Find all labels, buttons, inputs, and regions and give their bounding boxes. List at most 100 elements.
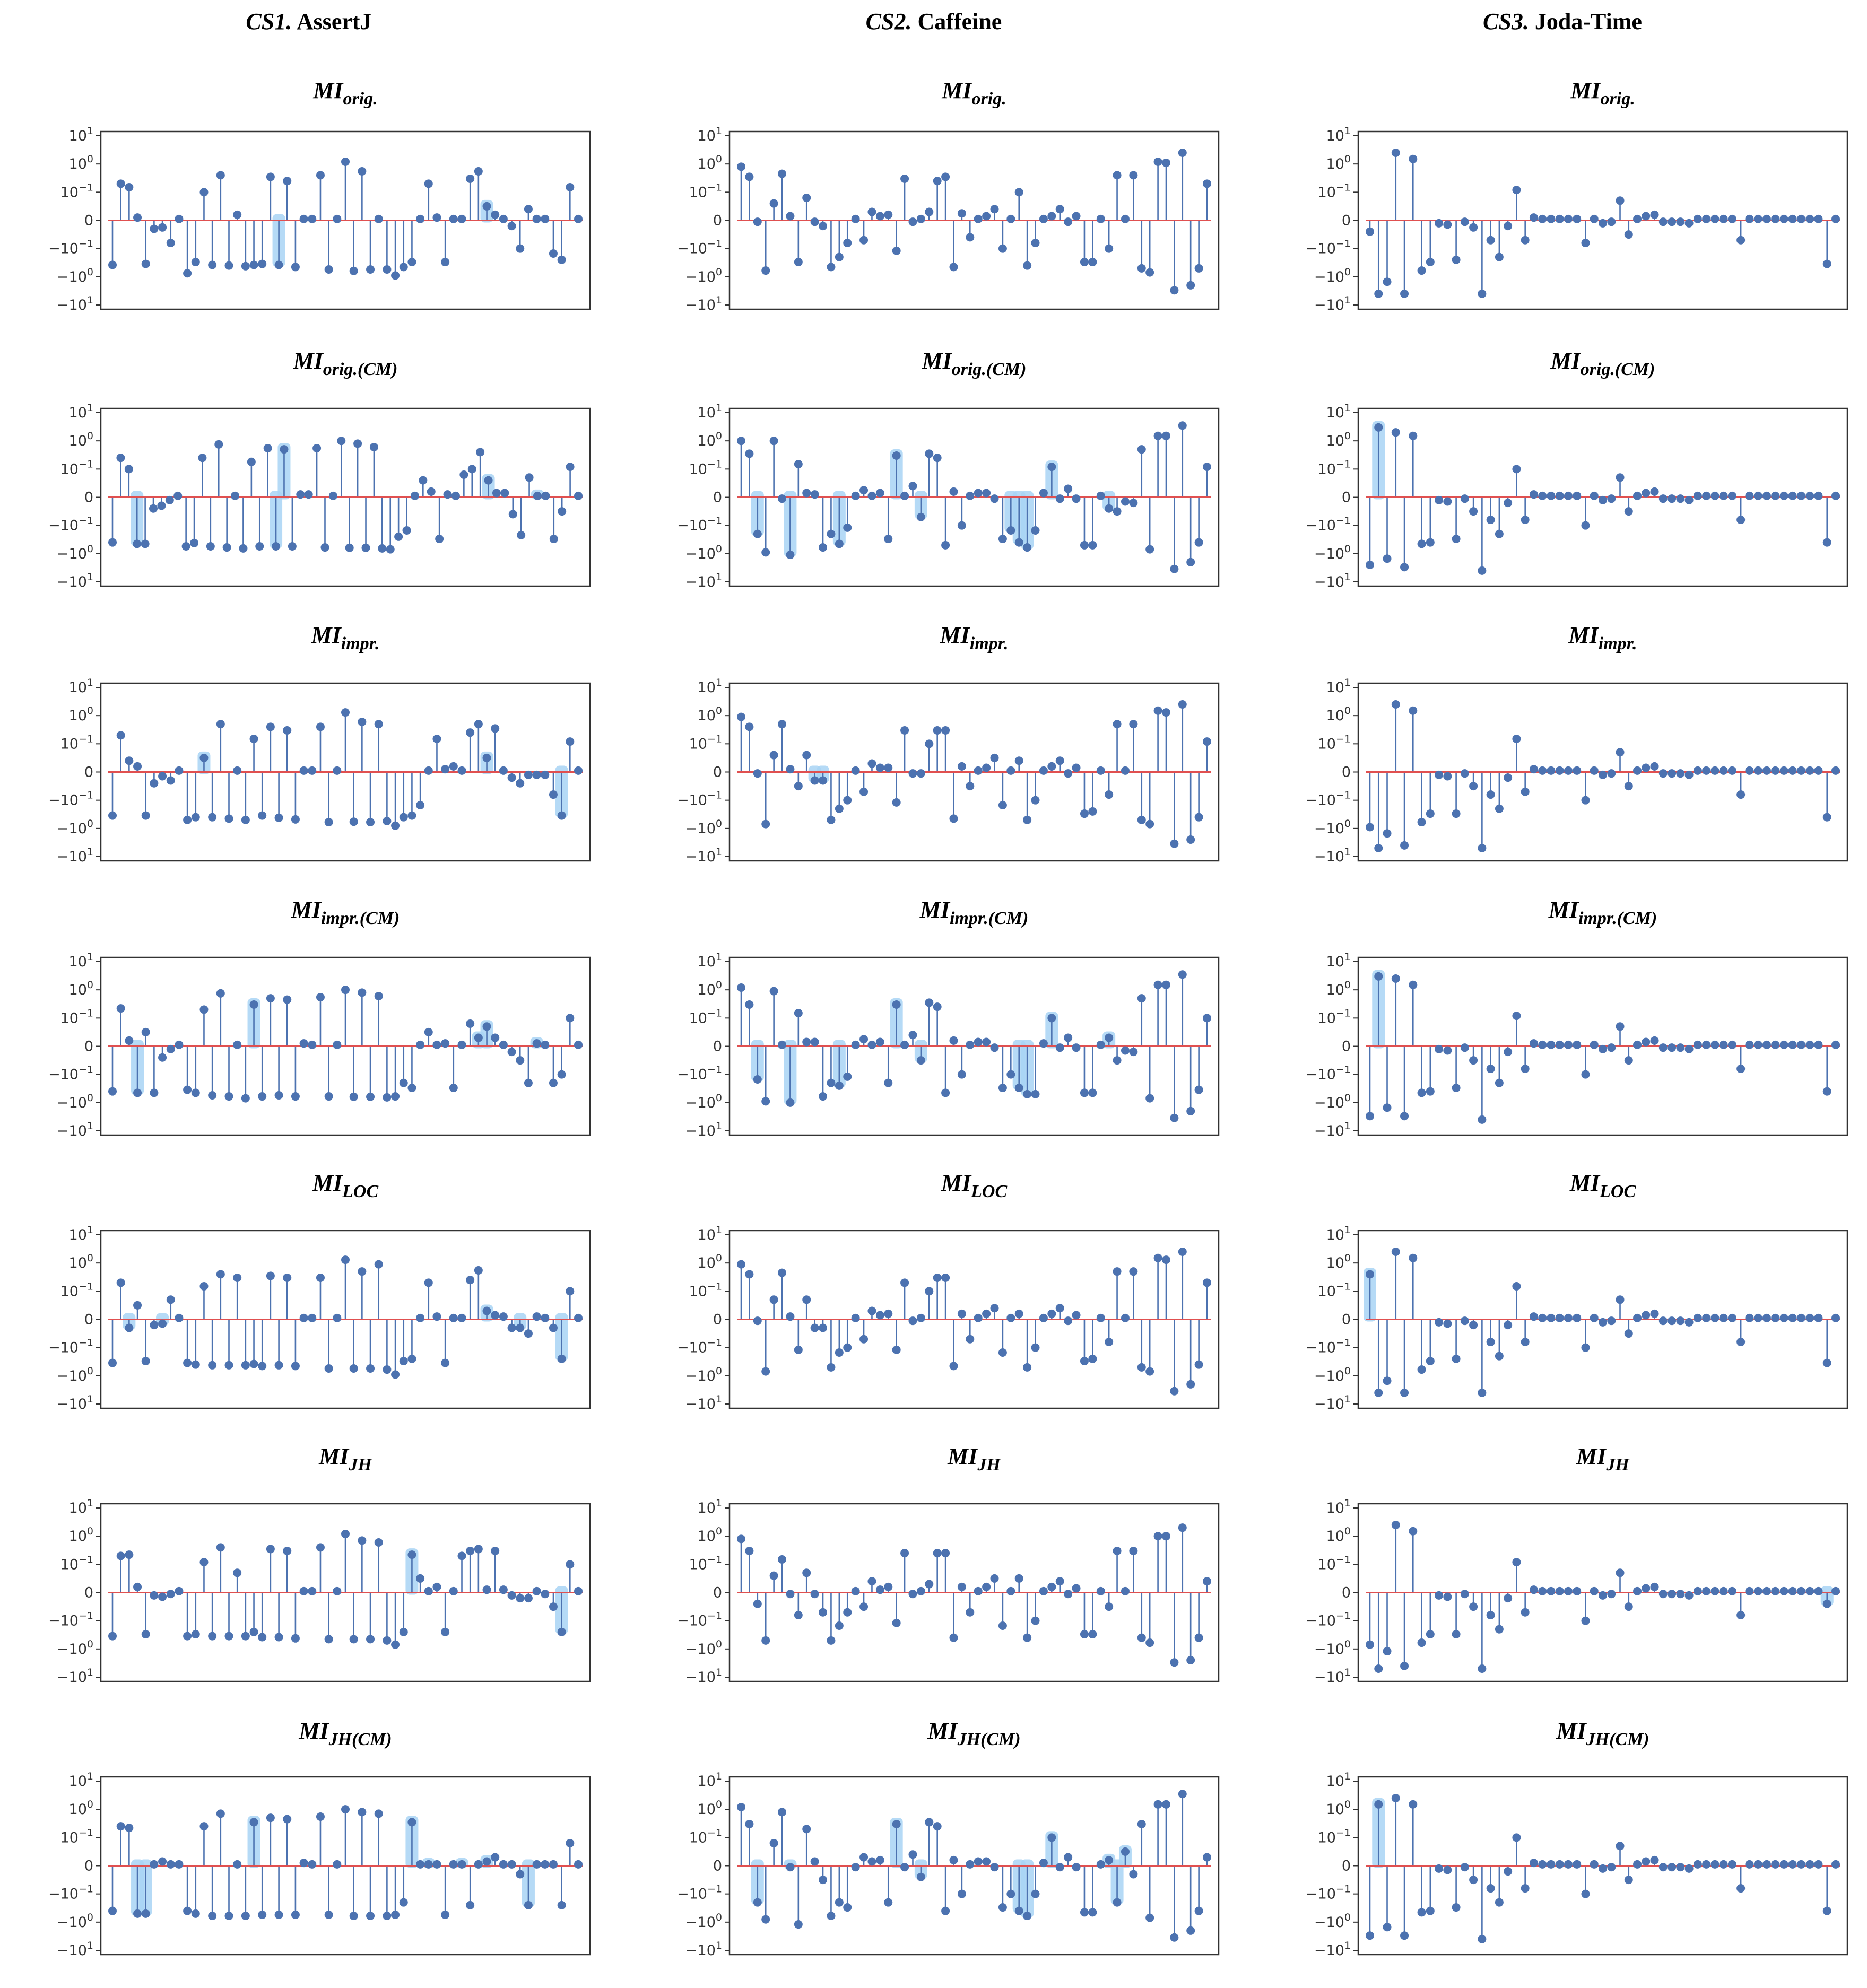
stem-marker	[1055, 494, 1064, 503]
stem-marker	[1366, 227, 1374, 236]
stem-marker	[966, 1335, 975, 1344]
stem-marker	[1710, 1860, 1720, 1869]
stem-marker	[1762, 1313, 1771, 1322]
stem-marker	[108, 538, 117, 547]
stem-marker	[1186, 1380, 1195, 1389]
stem-marker	[982, 489, 991, 498]
y-tick-exponent: 1	[716, 402, 722, 414]
y-tick-base: 10	[689, 184, 707, 200]
stem-marker	[900, 1278, 909, 1287]
y-tick-label: −101	[1314, 1667, 1351, 1686]
stem-marker	[949, 1362, 958, 1371]
y-tick-exponent: 1	[1344, 1497, 1351, 1509]
stem-marker	[1460, 1590, 1469, 1599]
stem-marker	[199, 1558, 209, 1567]
y-tick-label: −101	[57, 846, 93, 865]
stem-marker	[843, 796, 852, 805]
y-tick-label: 101	[69, 402, 93, 421]
stem-marker	[416, 214, 425, 223]
y-tick-base: 0	[84, 1312, 93, 1328]
stem-marker	[908, 1850, 917, 1859]
y-tick-exponent: 1	[1344, 294, 1351, 306]
stem-marker	[941, 172, 950, 181]
stem-marker	[1031, 239, 1040, 248]
y-tick-base: −10	[1314, 1914, 1344, 1931]
stem-marker	[341, 1529, 350, 1538]
y-tick-exponent: −1	[1336, 790, 1351, 801]
stem-marker	[1616, 1022, 1625, 1031]
stem-marker	[1460, 769, 1469, 778]
stem-marker	[990, 1574, 999, 1583]
y-tick-label: −10−1	[1306, 238, 1351, 257]
y-tick-label: 100	[1326, 1799, 1351, 1818]
stem-marker	[1633, 1586, 1642, 1595]
y-tick-label: 0	[713, 213, 722, 229]
y-tick-exponent: 1	[1344, 1224, 1351, 1236]
y-tick-base: 10	[698, 1528, 716, 1545]
stem-marker	[316, 1812, 325, 1821]
stem-marker	[1745, 491, 1754, 500]
stem-marker	[1023, 815, 1032, 824]
stem-marker	[990, 1304, 999, 1313]
stem-marker	[241, 1912, 250, 1921]
stem-marker	[1710, 1586, 1720, 1595]
y-tick-exponent: −1	[1336, 515, 1351, 527]
stem-marker	[1113, 1898, 1122, 1907]
stem-marker	[1426, 258, 1435, 267]
stem-marker	[299, 766, 308, 775]
stem-marker	[1178, 1248, 1187, 1257]
stem-marker	[443, 490, 452, 499]
plot-frame	[100, 407, 591, 587]
stem-marker	[1684, 1591, 1694, 1600]
stem-marker	[516, 1323, 525, 1332]
stem-marker	[366, 1364, 375, 1373]
stem-marker	[1452, 255, 1461, 264]
stem-marker	[778, 1808, 787, 1817]
stem-marker	[1417, 1365, 1426, 1374]
stem-marker	[745, 172, 754, 181]
y-tick-exponent: 0	[1344, 705, 1351, 717]
stem-marker	[263, 443, 272, 452]
stem-marker	[786, 551, 795, 560]
stem-marker	[1702, 1586, 1711, 1595]
stem-marker	[1831, 1586, 1840, 1595]
y-tick-base: −10	[57, 849, 87, 865]
y-tick-label: 101	[698, 951, 722, 970]
y-tick-label: −10−1	[677, 238, 722, 257]
y-tick-label: 0	[1342, 490, 1351, 506]
y-tick-label: 101	[69, 1224, 93, 1243]
stem-marker	[1064, 769, 1073, 778]
stem-marker	[1105, 1033, 1114, 1042]
stem-marker	[875, 1037, 884, 1047]
stem-marker	[1624, 1602, 1633, 1611]
stem-marker	[1194, 813, 1203, 822]
y-tick-exponent: 0	[1344, 1365, 1351, 1377]
stem-marker	[459, 470, 468, 479]
stem-marker	[769, 987, 778, 996]
stem-marker	[1409, 980, 1418, 989]
panel-title: MIimpr.(CM)	[919, 897, 1029, 928]
stem-marker	[753, 1075, 762, 1084]
stem-marker	[1616, 1842, 1625, 1851]
y-tick-label: −101	[1314, 294, 1351, 313]
stem-marker	[366, 1092, 375, 1101]
stem-marker	[1555, 1586, 1564, 1595]
stem-marker	[407, 1354, 416, 1363]
y-tick-label: −10−1	[1306, 1884, 1351, 1903]
y-tick-base: 10	[1318, 1010, 1336, 1026]
stem-marker	[941, 540, 950, 550]
stem-marker	[283, 1273, 292, 1282]
y-tick-label: −100	[57, 818, 93, 837]
stem-marker	[249, 1000, 258, 1009]
y-tick-exponent: 1	[87, 294, 93, 306]
y-tick-label: 10−1	[1318, 1554, 1351, 1573]
panel-title: MIimpr.	[311, 622, 380, 653]
stem-marker	[333, 766, 342, 775]
stem-marker	[507, 1860, 516, 1869]
stem-marker	[1121, 766, 1130, 775]
y-tick-base: −10	[1314, 1095, 1344, 1111]
stem-marker	[574, 1586, 583, 1595]
